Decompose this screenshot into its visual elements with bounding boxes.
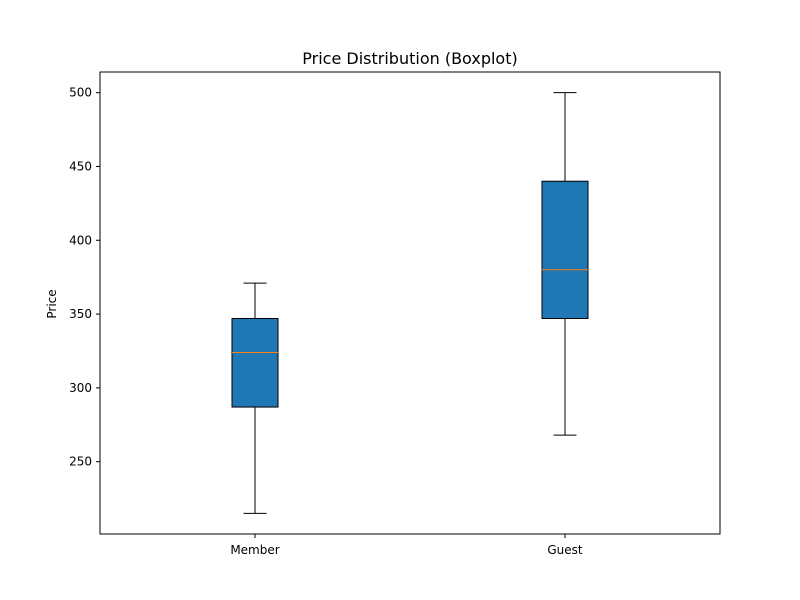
y-tick-label: 300 <box>69 381 92 395</box>
plot-area: 250 300 350 400 450 500 Member Guest <box>69 71 721 557</box>
plot-frame <box>99 71 721 535</box>
y-tick-label: 450 <box>69 159 92 173</box>
box-member <box>231 317 279 408</box>
y-tick-label: 350 <box>69 307 92 321</box>
box-guest <box>541 180 589 319</box>
x-tick-label: Guest <box>547 543 583 557</box>
x-tick-label: Member <box>230 543 279 557</box>
chart-title: Price Distribution (Boxplot) <box>302 49 517 68</box>
y-tick-label: 500 <box>69 86 92 100</box>
y-tick-label: 400 <box>69 233 92 247</box>
y-tick-label: 250 <box>69 455 92 469</box>
y-axis-label: Price <box>45 289 59 318</box>
